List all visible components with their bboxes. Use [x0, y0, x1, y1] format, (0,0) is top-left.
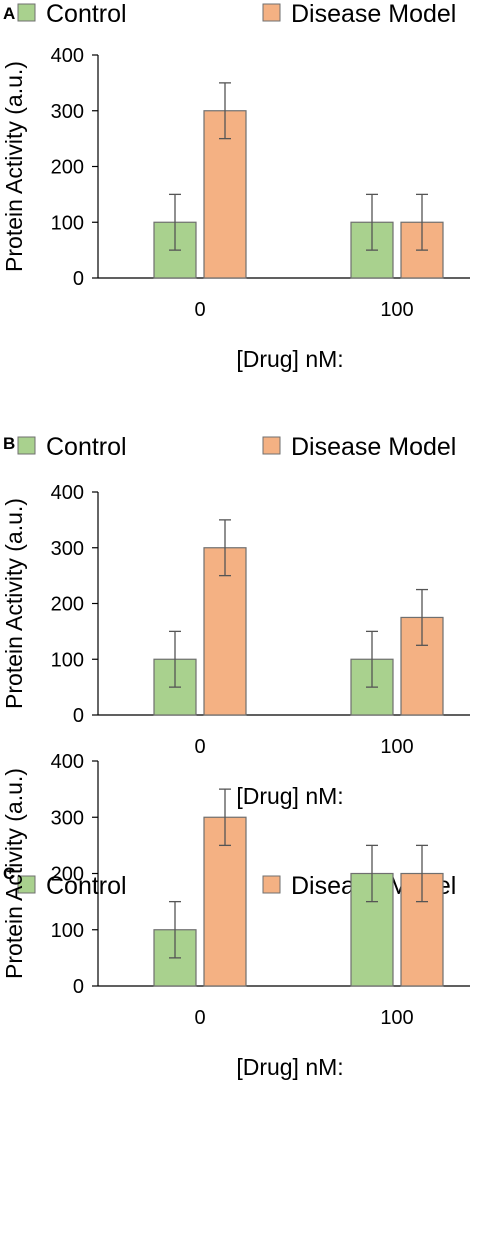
legend-swatch-control	[17, 875, 36, 894]
legend-label: Disease Model	[291, 0, 456, 28]
legend-swatch-control	[17, 436, 36, 455]
x-tick-label: 100	[380, 736, 413, 758]
x-axis-title: [Drug] nM:	[236, 783, 343, 809]
x-tick-label: 0	[194, 736, 205, 758]
y-tick-label: 200	[51, 594, 84, 616]
y-tick-label: 400	[51, 751, 84, 773]
y-tick-label: 400	[51, 482, 84, 504]
x-axis-title: [Drug] nM:	[236, 1054, 343, 1080]
x-tick-label: 0	[194, 299, 205, 321]
chart-panel-a: A Control Disease Model 0 100 200 300 400 Protei…	[1, 0, 470, 372]
panel-letter: C	[3, 864, 15, 883]
legend-label: Control	[46, 872, 127, 900]
legend-swatch-disease-model	[262, 875, 281, 894]
y-tick-label: 200	[51, 157, 84, 179]
panel-letter: A	[3, 4, 15, 23]
x-axis-title: [Drug] nM:	[236, 346, 343, 372]
y-tick-label: 400	[51, 45, 84, 67]
panel-letter: B	[3, 434, 15, 453]
y-axis-title: Protein Activity (a.u.)	[1, 61, 27, 272]
legend-label: Control	[46, 0, 127, 28]
x-tick-label: 0	[194, 1007, 205, 1029]
legend-swatch-control	[17, 3, 36, 22]
legend-label: Control	[46, 433, 127, 461]
y-tick-label: 100	[51, 649, 84, 671]
x-tick-label: 100	[380, 1007, 413, 1029]
x-tick-label: 100	[380, 299, 413, 321]
legend-swatch-disease-model	[262, 3, 281, 22]
y-tick-label: 300	[51, 101, 84, 123]
y-tick-label: 100	[51, 920, 84, 942]
y-tick-label: 0	[73, 976, 84, 998]
y-axis-title: Protein Activity (a.u.)	[1, 768, 27, 979]
y-tick-label: 0	[73, 705, 84, 727]
legend-swatch-disease-model	[262, 436, 281, 455]
y-tick-label: 0	[73, 268, 84, 290]
y-tick-label: 200	[51, 864, 84, 886]
y-tick-label: 300	[51, 538, 84, 560]
y-tick-label: 100	[51, 212, 84, 234]
chart-panel-b: B Control Disease Model 0 100 200 300 400 Protei…	[1, 433, 470, 809]
y-tick-label: 300	[51, 807, 84, 829]
legend-label: Disease Model	[291, 433, 456, 461]
y-axis-title: Protein Activity (a.u.)	[1, 498, 27, 709]
